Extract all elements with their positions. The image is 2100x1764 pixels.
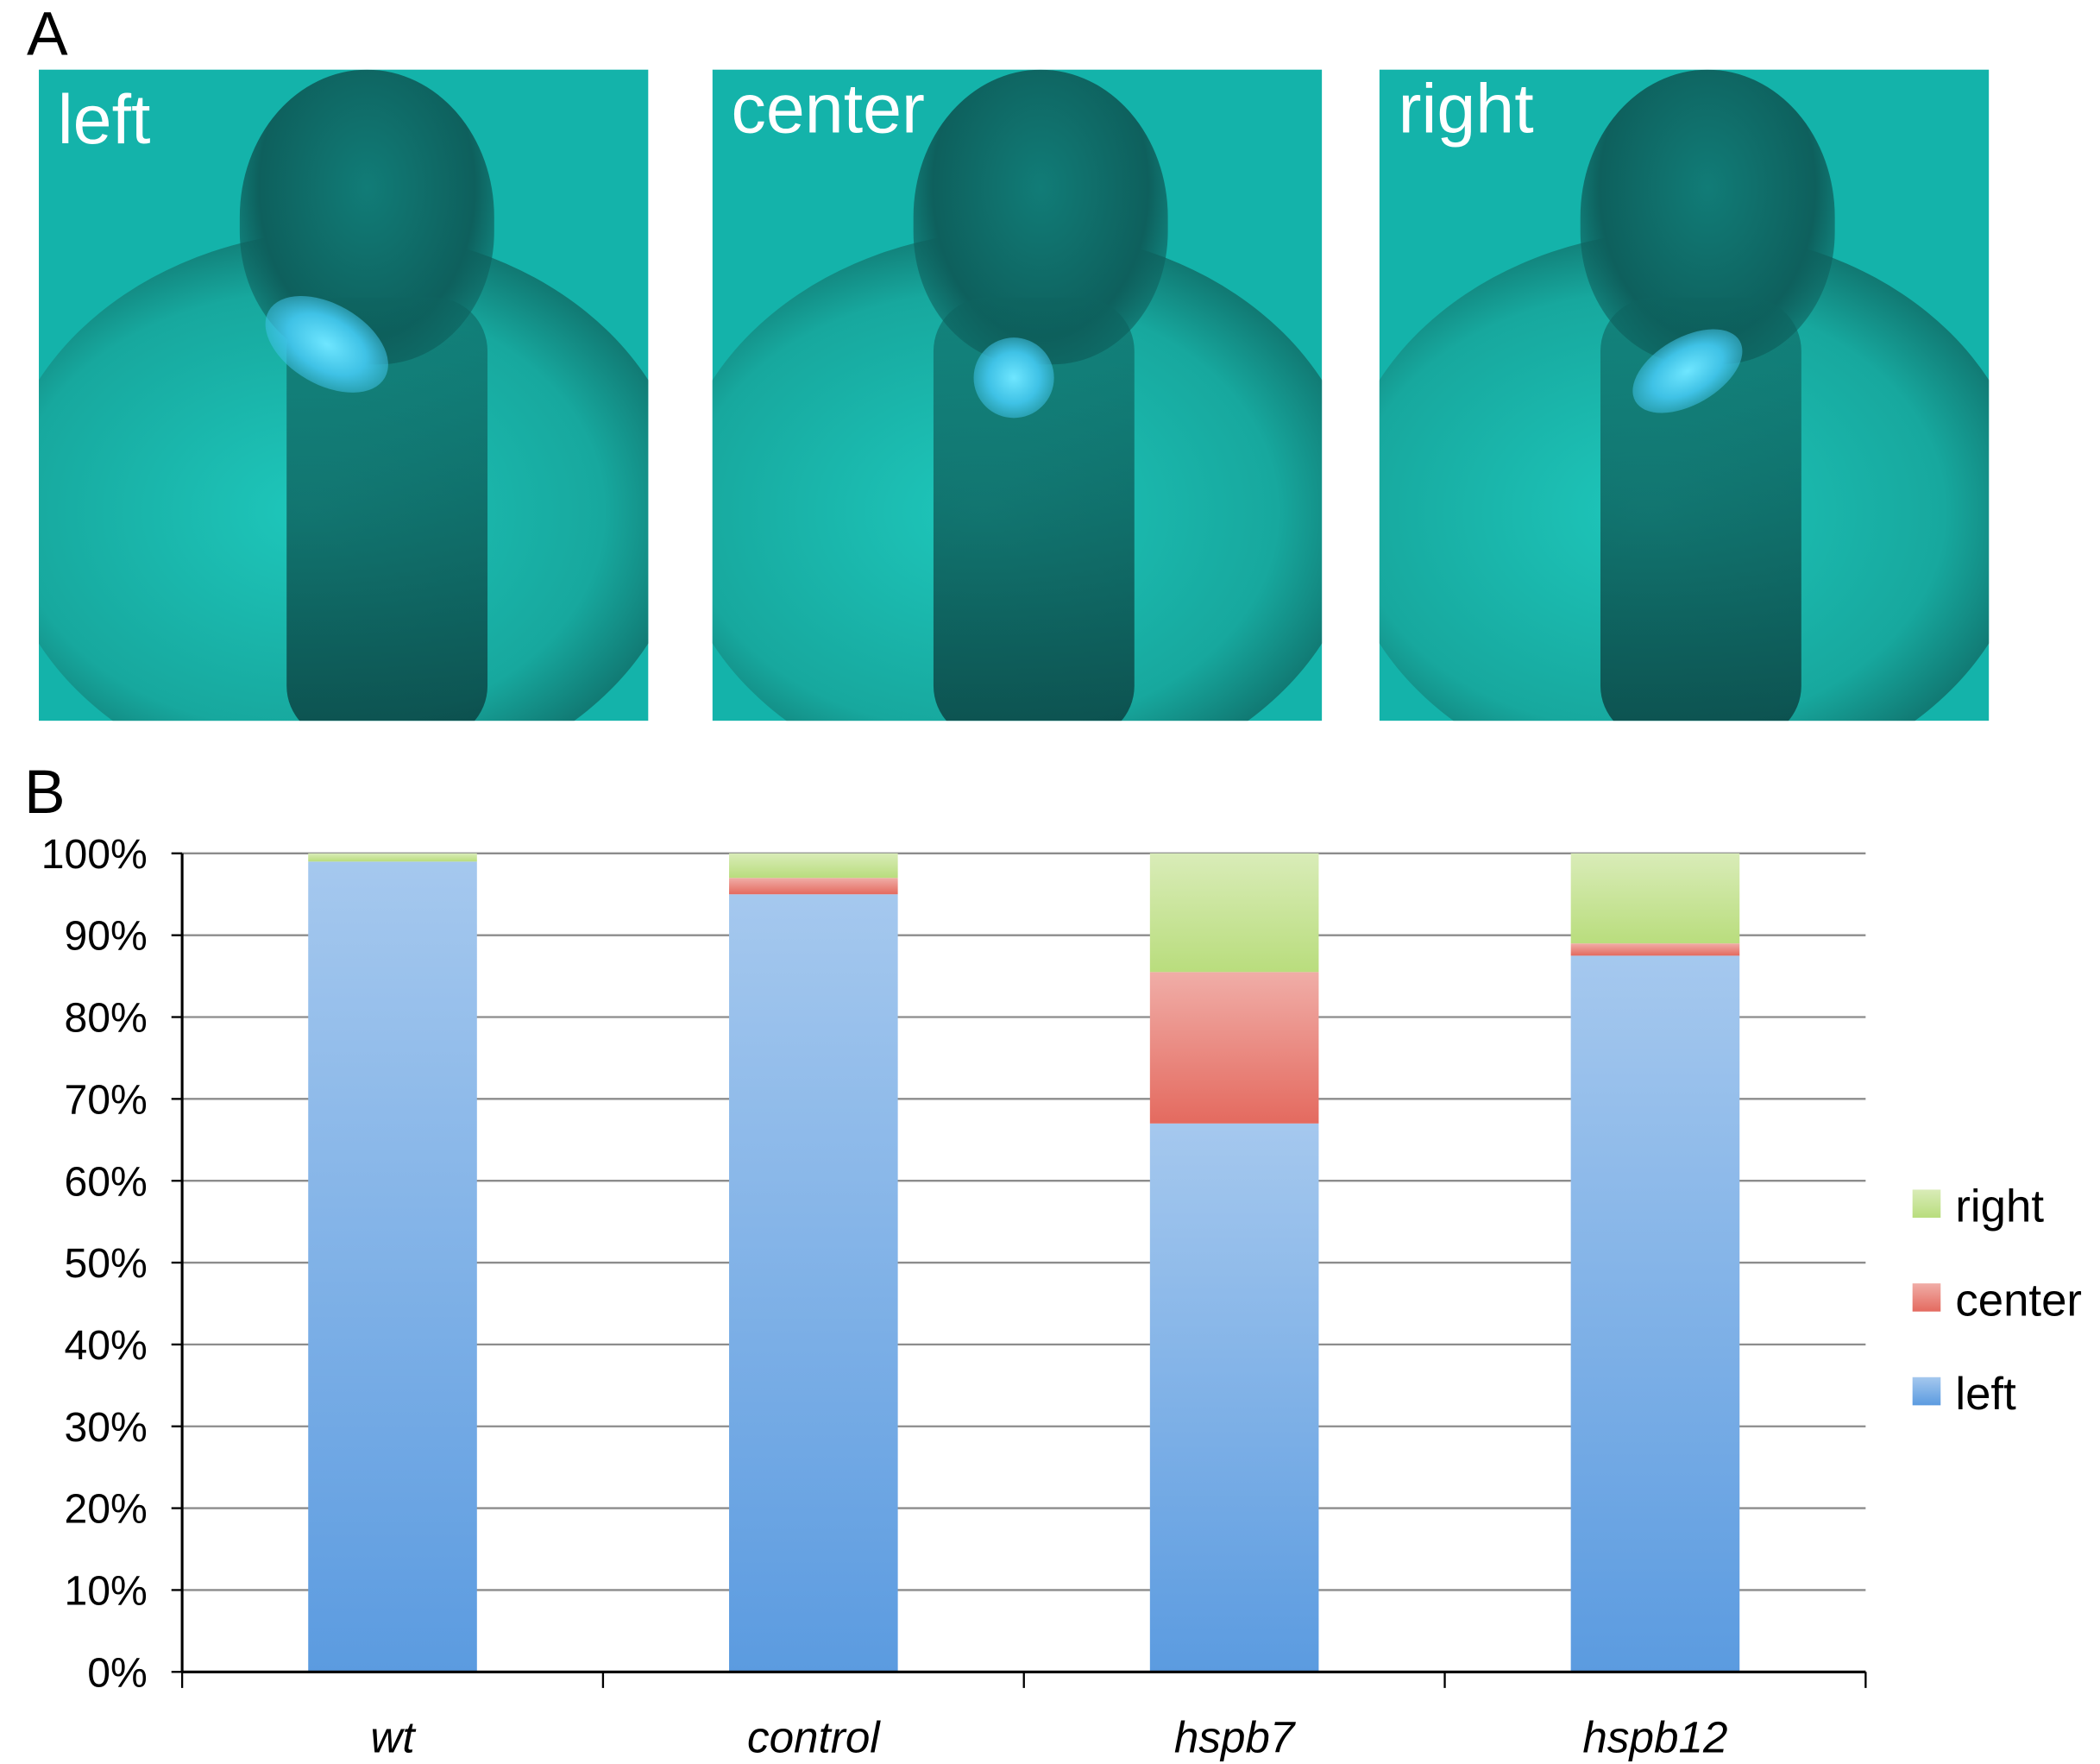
category-label: control [747, 1712, 881, 1761]
legend-label: center [1955, 1275, 2082, 1326]
bar-right-hspb12 [1570, 853, 1740, 944]
panel-a-letter: A [27, 0, 68, 69]
y-tick-label: 10% [64, 1568, 147, 1615]
axes [180, 853, 1867, 1688]
y-tick-label: 50% [64, 1240, 147, 1287]
y-tick-label: 20% [64, 1486, 147, 1533]
y-tick-label: 70% [64, 1076, 147, 1123]
category-labels: wt control hspb7 hspb12 [370, 1712, 1727, 1761]
y-tick-label: 30% [64, 1404, 147, 1451]
panel-b-letter: B [23, 757, 66, 827]
y-tick-label: 90% [64, 913, 147, 960]
micrograph-label: right [1398, 71, 1534, 149]
bar-center-control [729, 878, 898, 895]
bar-left-hspb7 [1149, 1123, 1319, 1673]
micrograph-label: center [731, 71, 925, 149]
legend-swatch-right [1912, 1189, 1941, 1219]
legend-label: right [1955, 1181, 2044, 1232]
legend-swatch-center [1912, 1283, 1941, 1312]
y-tick-label: 100% [41, 831, 148, 878]
y-tick-labels: 0% 10% 20% 30% 40% 50% 60% 70% 80% 90% 100% [41, 831, 148, 1696]
bar-center-hspb7 [1149, 972, 1319, 1124]
micrograph-left: left [39, 69, 649, 721]
bar-right-hspb7 [1149, 853, 1319, 973]
y-tick-label: 40% [64, 1322, 147, 1369]
bar-left-control [729, 894, 898, 1673]
category-label: wt [370, 1712, 416, 1761]
stacked-bar-chart: 0% 10% 20% 30% 40% 50% 60% 70% 80% 90% 100% wt cont… [41, 831, 2082, 1762]
micrograph-right: right [1379, 69, 1990, 721]
heart-signal [973, 337, 1054, 419]
bar-center-hspb12 [1570, 943, 1740, 956]
micrograph-center: center [712, 69, 1323, 721]
category-label: hspb12 [1582, 1712, 1727, 1761]
legend: right center left [1912, 1181, 2082, 1420]
legend-label: left [1955, 1369, 2016, 1420]
y-tick-label: 0% [87, 1649, 148, 1696]
category-label: hspb7 [1174, 1712, 1297, 1761]
bar-right-wt [308, 853, 477, 862]
bars [308, 853, 1740, 1673]
legend-swatch-left [1912, 1377, 1941, 1406]
bar-right-control [729, 853, 898, 879]
micrograph-label: left [57, 81, 151, 160]
bar-left-wt [308, 861, 477, 1673]
y-tick-label: 80% [64, 995, 147, 1042]
bar-left-hspb12 [1570, 955, 1740, 1673]
y-tick-label: 60% [64, 1158, 147, 1205]
